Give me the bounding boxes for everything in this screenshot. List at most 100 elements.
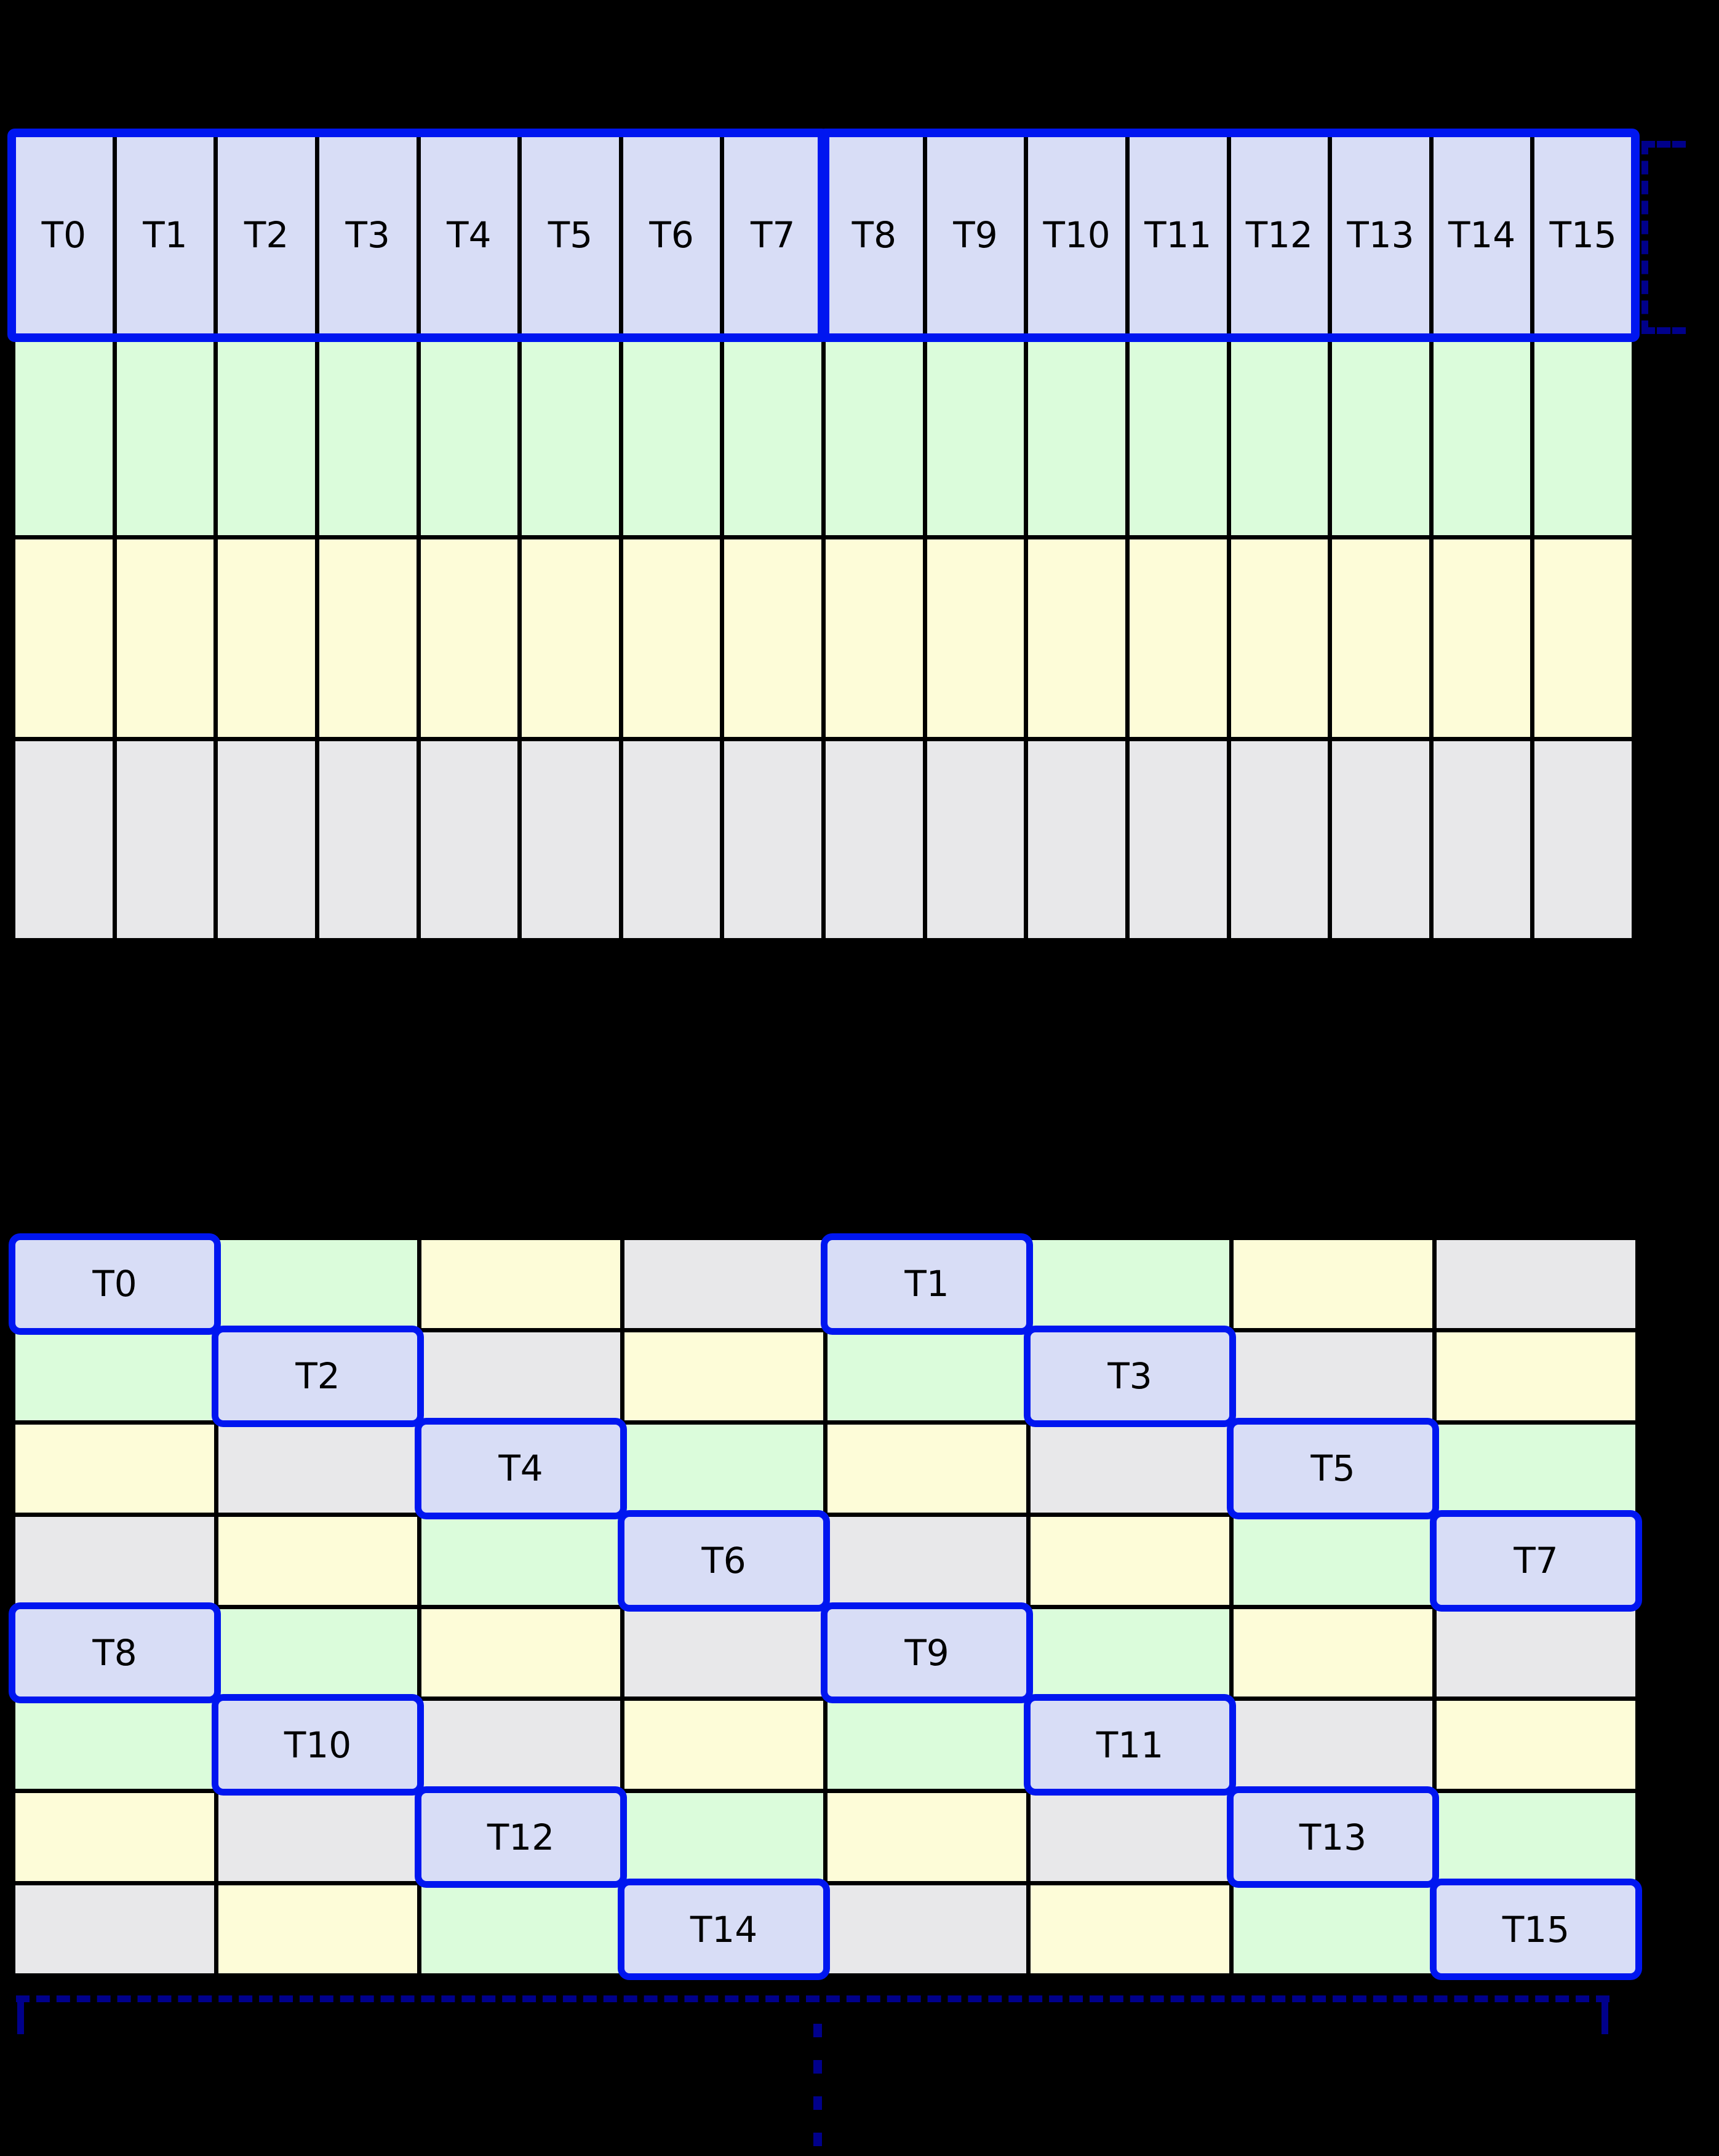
thread-label: T3 [1107, 1355, 1152, 1398]
thread-label: T8 [852, 214, 896, 257]
bottom-swizzled-grid: T0 T1 T2 T3 T4 T5 T6 T7 T8 T9 T10 T11 T12 T13 T14 T15 [11, 1236, 1640, 1978]
matrix-cell [624, 1701, 823, 1789]
matrix-cell [116, 741, 214, 938]
thread-cell: T5 [1234, 1424, 1432, 1513]
ellipsis-dash [813, 2060, 822, 2074]
matrix-cell [1433, 539, 1531, 737]
matrix-cell [1230, 741, 1328, 938]
thread-label: T1 [143, 214, 188, 257]
thread-cell: T15 [1437, 1885, 1635, 1973]
thread-label: T11 [1096, 1724, 1164, 1766]
matrix-cell [421, 1885, 620, 1973]
matrix-cell [116, 338, 214, 535]
ellipsis-dash [813, 2096, 822, 2110]
thread-label: T5 [548, 214, 593, 257]
bracket-right-tick [1601, 2002, 1608, 2034]
thread-cell: T8 [826, 137, 923, 334]
matrix-cell [421, 1516, 620, 1605]
thread-label: T6 [701, 1540, 746, 1582]
thread-label: T14 [690, 1908, 758, 1951]
matrix-cell [1031, 1609, 1229, 1697]
matrix-cell [1332, 539, 1429, 737]
thread-label: T13 [1299, 1816, 1367, 1858]
matrix-cell [15, 1424, 214, 1513]
bottom-width-bracket [16, 1995, 1609, 2034]
matrix-cell [624, 1609, 823, 1697]
matrix-cell [15, 1793, 214, 1882]
thread-label: T6 [649, 214, 694, 257]
matrix-cell [420, 539, 518, 737]
matrix-cell [15, 741, 113, 938]
thread-label: T12 [1245, 214, 1313, 257]
thread-cell: T9 [828, 1609, 1026, 1697]
matrix-cell [1234, 1885, 1432, 1973]
top-row-major-grid: T0 T1 T2 T3 T4 T5 T6 T7 T8 T9 T10 T11 T12 T13 T14 T15 [7, 129, 1640, 942]
matrix-cell [724, 539, 821, 737]
thread-label: T1 [904, 1263, 949, 1305]
matrix-cell [218, 1516, 417, 1605]
thread-cell: T10 [218, 1701, 417, 1789]
thread-cell: T11 [1031, 1701, 1229, 1789]
matrix-cell [623, 539, 720, 737]
matrix-cell [218, 1885, 417, 1973]
matrix-cell [116, 539, 214, 737]
thread-cell: T6 [623, 137, 720, 334]
matrix-cell [218, 539, 315, 737]
matrix-cell [1534, 539, 1632, 737]
matrix-cell [218, 1793, 417, 1882]
thread-label: T13 [1347, 214, 1414, 257]
matrix-cell [1332, 338, 1429, 535]
matrix-cell [1234, 1516, 1432, 1605]
matrix-cell [1234, 1240, 1432, 1328]
thread-label: T15 [1502, 1908, 1570, 1951]
matrix-cell [828, 1516, 1026, 1605]
matrix-cell [218, 741, 315, 938]
thread-cell: T6 [624, 1516, 823, 1605]
thread-label: T0 [92, 1263, 137, 1305]
thread-cell: T1 [828, 1240, 1026, 1328]
matrix-cell [218, 1609, 417, 1697]
thread-cell: T7 [724, 137, 821, 334]
matrix-cell [1437, 1609, 1635, 1697]
matrix-cell [1129, 741, 1227, 938]
matrix-cell [522, 539, 619, 737]
matrix-cell [927, 338, 1024, 535]
thread-cell: T12 [421, 1793, 620, 1882]
matrix-cell [1234, 1701, 1432, 1789]
thread-label: T10 [284, 1724, 352, 1766]
thread-label: T12 [487, 1816, 555, 1858]
matrix-cell [624, 1793, 823, 1882]
matrix-cell [1433, 338, 1531, 535]
thread-label: T7 [1514, 1540, 1558, 1582]
matrix-cell [421, 1240, 620, 1328]
matrix-cell [1031, 1516, 1229, 1605]
matrix-cell [1534, 741, 1632, 938]
thread-cell: T1 [116, 137, 214, 334]
matrix-cell [421, 1332, 620, 1420]
matrix-cell [1234, 1609, 1432, 1697]
matrix-cell [624, 1240, 823, 1328]
thread-cell: T13 [1234, 1793, 1432, 1882]
thread-cell: T8 [15, 1609, 214, 1697]
matrix-cell [15, 539, 113, 737]
thread-label: T0 [41, 214, 86, 257]
matrix-cell [624, 1332, 823, 1420]
thread-cell: T10 [1028, 137, 1125, 334]
thread-cell: T13 [1332, 137, 1429, 334]
matrix-cell [218, 1240, 417, 1328]
matrix-cell [1028, 338, 1125, 535]
matrix-cell [218, 338, 315, 535]
thread-cell: T0 [15, 1240, 214, 1328]
matrix-cell [1437, 1240, 1635, 1328]
thread-cell: T3 [1031, 1332, 1229, 1420]
matrix-cell [1230, 539, 1328, 737]
thread-label: T9 [904, 1631, 949, 1674]
matrix-cell [1028, 539, 1125, 737]
thread-label: T9 [953, 214, 998, 257]
thread-cell: T14 [1433, 137, 1531, 334]
first-row-span-bracket [1641, 141, 1686, 334]
bracket-left-tick [17, 2002, 24, 2034]
thread-label: T5 [1310, 1447, 1355, 1490]
matrix-cell [826, 539, 923, 737]
